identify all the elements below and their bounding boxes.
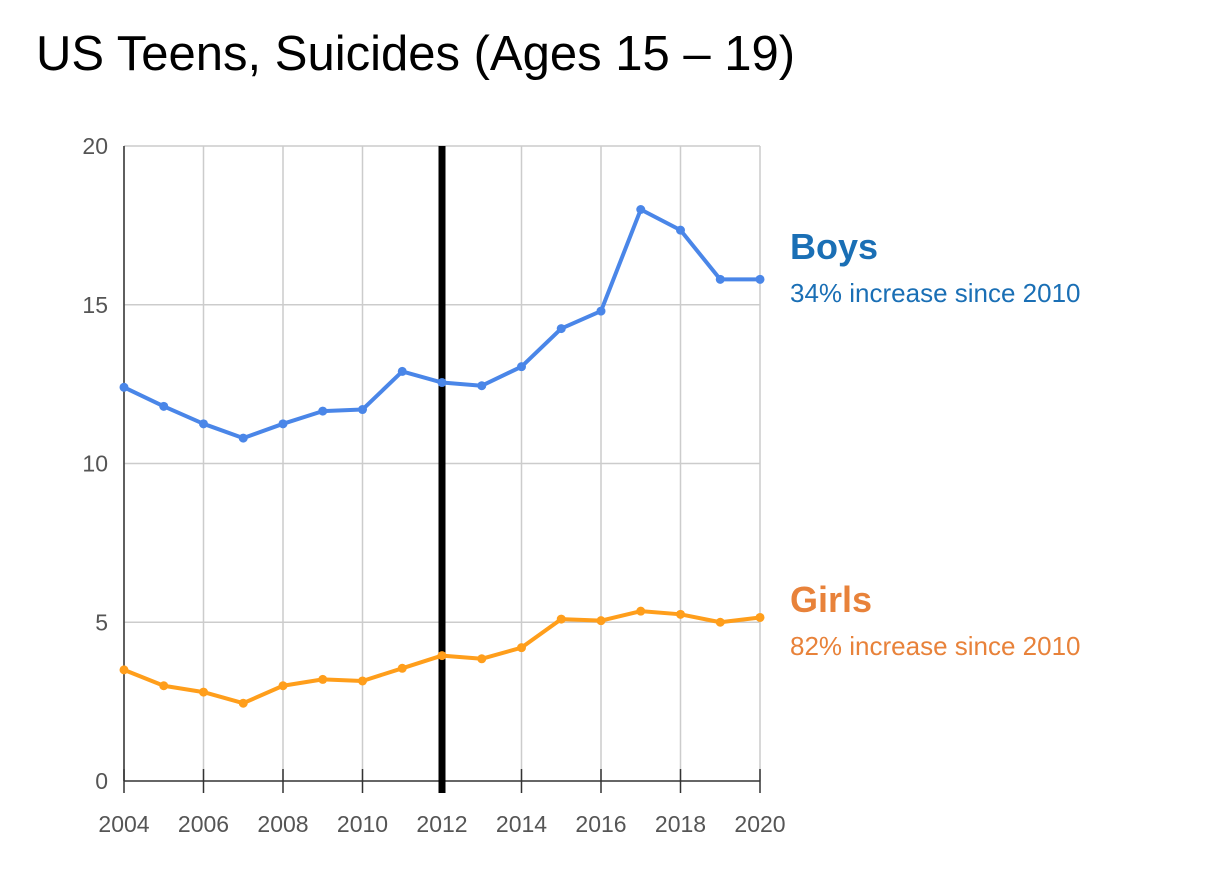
girls-point-2004 (119, 665, 129, 675)
x-tick-label-2014: 2014 (496, 811, 547, 837)
girls-point-2009 (318, 674, 328, 684)
boys-point-2012 (437, 378, 447, 388)
boys-point-2010 (358, 405, 367, 415)
boys-point-2005 (159, 401, 169, 411)
girls-point-2013 (477, 654, 487, 664)
girls-point-2016 (596, 616, 606, 626)
y-tick-label-20: 20 (82, 133, 108, 159)
series (119, 205, 765, 708)
y-tick-label-5: 5 (95, 609, 108, 635)
y-tick-label-10: 10 (82, 451, 108, 477)
boys-point-2018 (676, 225, 685, 235)
boys-point-2019 (715, 274, 725, 284)
girls-point-2010 (358, 676, 367, 686)
girls-point-2006 (199, 687, 208, 697)
girls-point-2008 (278, 681, 288, 691)
boys-point-2016 (596, 306, 606, 316)
boys-point-2009 (318, 406, 328, 416)
boys-point-2014 (517, 362, 526, 372)
x-tick-label-2020: 2020 (734, 811, 785, 837)
girls-annotation-title: Girls (790, 579, 873, 620)
boys-point-2007 (238, 433, 248, 443)
boys-point-2017 (636, 205, 646, 214)
x-tick-label-2016: 2016 (575, 811, 626, 837)
x-tick-label-2006: 2006 (178, 811, 229, 837)
x-tick-label-2008: 2008 (257, 811, 308, 837)
girls-point-2019 (715, 617, 725, 627)
girls-point-2020 (755, 612, 765, 622)
y-tick-label-0: 0 (95, 768, 108, 794)
girls-point-2018 (676, 609, 685, 619)
boys-point-2020 (755, 274, 765, 284)
boys-point-2008 (278, 419, 288, 429)
girls-point-2007 (238, 698, 248, 708)
y-tick-label-15: 15 (82, 292, 108, 318)
boys-point-2011 (397, 366, 407, 376)
girls-point-2017 (636, 606, 646, 616)
boys-annotation-subtitle: 34% increase since 2010 (790, 278, 1081, 308)
boys-point-2006 (199, 419, 208, 429)
girls-point-2015 (556, 614, 566, 624)
x-tick-label-2012: 2012 (416, 811, 467, 837)
x-tick-label-2010: 2010 (337, 811, 388, 837)
girls-point-2005 (159, 681, 169, 691)
girls-point-2014 (517, 643, 526, 653)
boys-point-2015 (556, 324, 566, 334)
girls-point-2012 (437, 651, 447, 661)
girls-annotation-subtitle: 82% increase since 2010 (790, 631, 1081, 661)
boys-point-2013 (477, 381, 487, 391)
x-tick-label-2018: 2018 (655, 811, 706, 837)
boys-point-2004 (119, 382, 129, 392)
tick-labels: 2004 2006 2008 2010 2012 2014 2016 2018 2020 0 5 10… (82, 133, 785, 837)
boys-annotation-title: Boys (790, 226, 879, 267)
girls-point-2011 (397, 663, 407, 673)
x-tick-label-2004: 2004 (98, 811, 149, 837)
chart-title: US Teens, Suicides (Ages 15 – 19) (36, 27, 796, 81)
girls-annotation: Girls 82% increase since 2010 (790, 579, 1081, 662)
boys-annotation: Boys 34% increase since 2010 (790, 226, 1081, 309)
